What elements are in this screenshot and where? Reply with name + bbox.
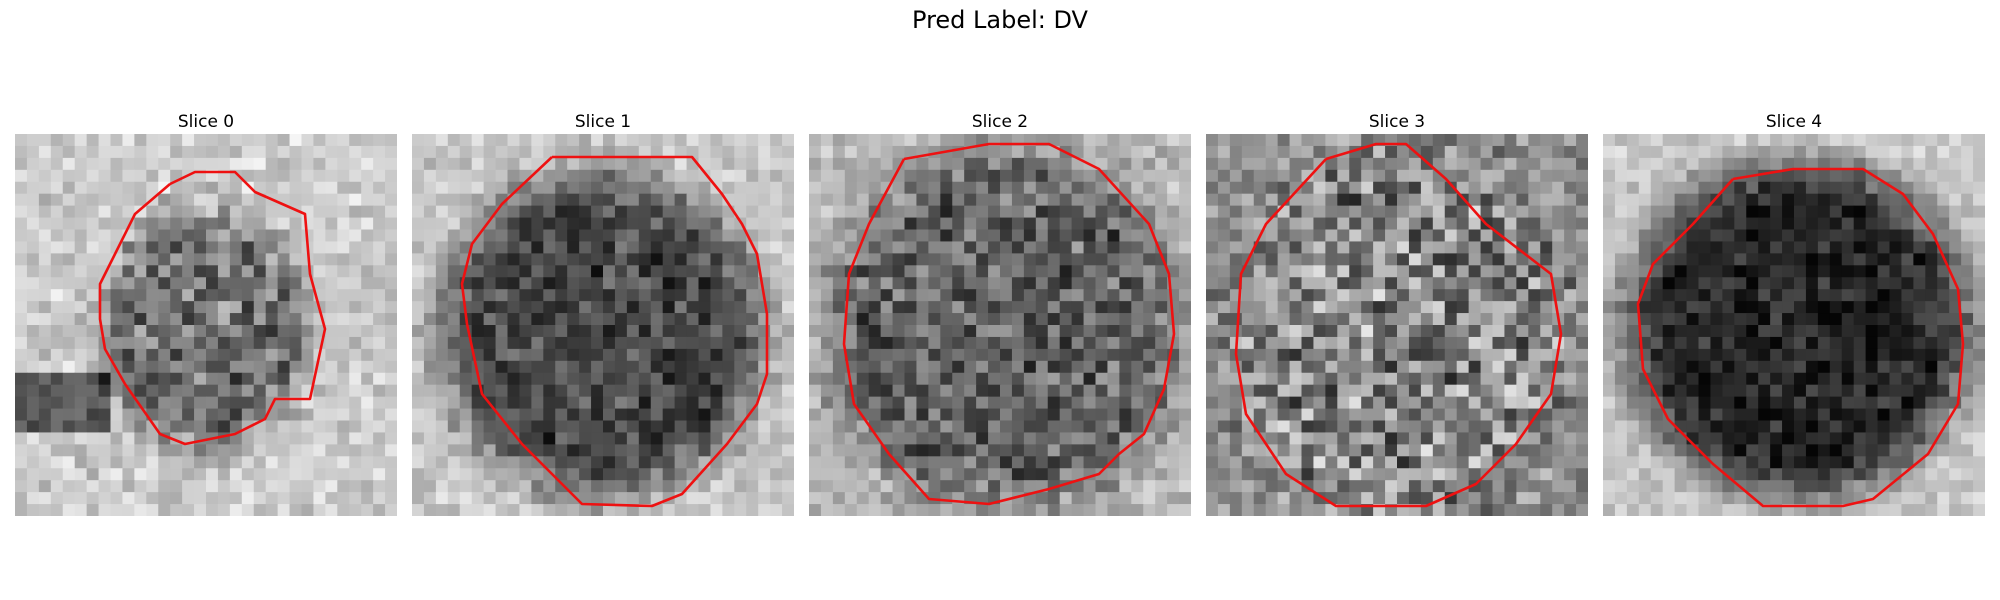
- slice-image: [1603, 134, 1985, 516]
- slice-title: Slice 2: [971, 112, 1029, 132]
- slice-panel-1: Slice 1: [412, 110, 794, 516]
- slice-panel-4: Slice 4: [1603, 110, 1985, 516]
- slice-panel-2: Slice 2: [809, 110, 1191, 516]
- prediction-contour: [460, 155, 769, 508]
- prediction-contour: [1636, 167, 1965, 508]
- slice-image: [809, 134, 1191, 516]
- figure-title: Pred Label: DV: [912, 6, 1088, 34]
- slice-title: Slice 0: [177, 112, 235, 132]
- pixel-grid: [809, 134, 1191, 516]
- slice-title: Slice 3: [1368, 112, 1426, 132]
- slice-title: Slice 4: [1765, 112, 1823, 132]
- slice-image: [15, 134, 397, 516]
- prediction-contour: [842, 142, 1176, 506]
- pixel-grid: [1206, 134, 1588, 516]
- slice-image: [1206, 134, 1588, 516]
- pixel-grid: [1603, 134, 1985, 516]
- pixel-grid: [412, 134, 794, 516]
- slice-panel-0: Slice 0: [15, 110, 397, 516]
- prediction-contour: [98, 170, 327, 446]
- prediction-contour: [1234, 142, 1563, 508]
- slice-image: [412, 134, 794, 516]
- slice-title: Slice 1: [574, 112, 632, 132]
- slice-panel-3: Slice 3: [1206, 110, 1588, 516]
- pixel-grid: [15, 134, 397, 516]
